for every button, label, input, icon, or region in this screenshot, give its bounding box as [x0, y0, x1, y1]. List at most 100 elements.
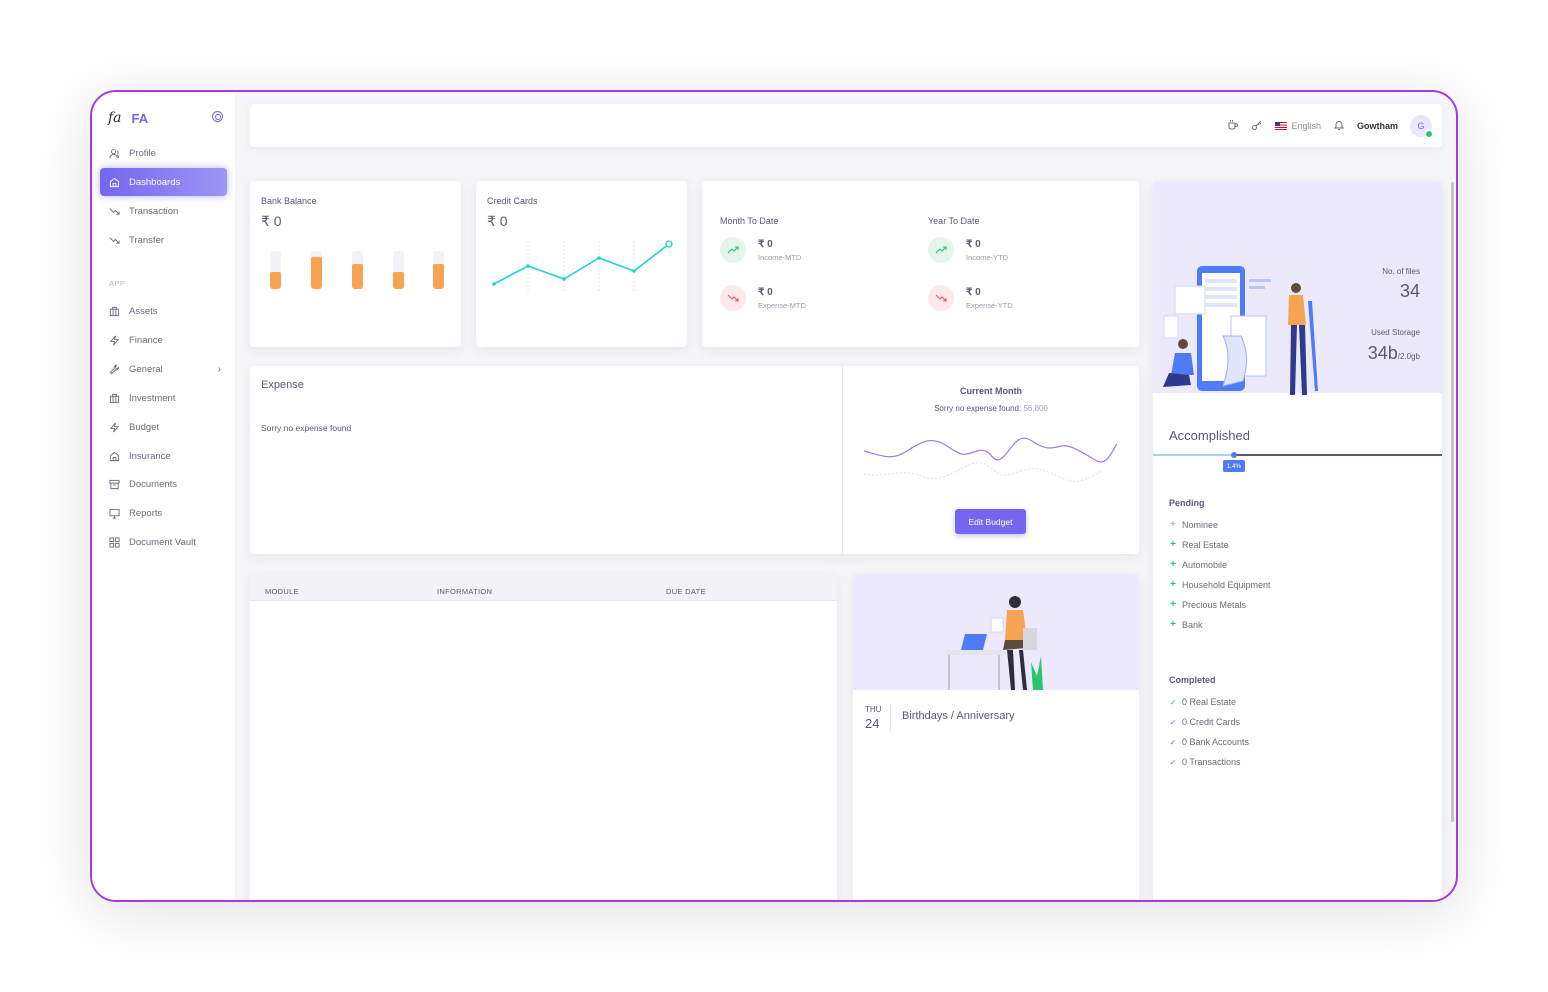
- trending-up-icon: [720, 237, 746, 263]
- pending-item-label: Household Equipment: [1182, 579, 1271, 590]
- sidebar-section-label: APP: [109, 279, 126, 288]
- sidebar-item-documents[interactable]: Documents: [100, 470, 227, 498]
- pending-item[interactable]: + Household Equipment: [1169, 579, 1271, 590]
- bank-balance-value: ₹ 0: [261, 213, 282, 229]
- pending-item[interactable]: + Automobile: [1169, 559, 1227, 570]
- balance-bar: [433, 251, 444, 289]
- current-month-caption: Sorry no expense found: 56,800: [843, 404, 1139, 413]
- sidebar-item-label: Documents: [129, 478, 178, 490]
- sidebar: fa FA Profile Dashboards Transaction Tra…: [92, 92, 235, 900]
- sidebar-item-label: Investment: [129, 392, 176, 404]
- trending-down-icon: [109, 206, 120, 217]
- us-flag-icon: [1275, 121, 1288, 130]
- birthday-day: THU: [865, 705, 882, 714]
- income-ytd: ₹ 0 Income-YTD: [928, 237, 1008, 263]
- brand[interactable]: fa FA: [108, 110, 148, 126]
- pending-item[interactable]: + Precious Metals: [1169, 599, 1246, 610]
- sidebar-item-insurance[interactable]: Insurance: [100, 442, 227, 470]
- building-icon: [109, 306, 120, 317]
- ytd-title: Year To Date: [928, 216, 980, 226]
- income-ytd-value: ₹ 0: [966, 238, 981, 250]
- sidebar-item-label: Document Vault: [129, 536, 196, 548]
- pending-item-label: Automobile: [1182, 559, 1228, 570]
- files-count-label: No. of files: [1382, 267, 1420, 276]
- credit-cards-sparkline: [492, 240, 673, 291]
- expense-ytd: ₹ 0 Expense-YTD: [928, 285, 1013, 311]
- building-icon: [109, 393, 120, 404]
- balance-bar: [352, 251, 363, 289]
- sidebar-item-general[interactable]: General ›: [100, 355, 227, 383]
- expense-mtd-label: Expense-MTD: [758, 300, 806, 310]
- progress-track: 1.4%: [1153, 451, 1442, 472]
- coffee-icon[interactable]: [1227, 119, 1239, 133]
- income-mtd-value: ₹ 0: [758, 238, 773, 250]
- page-scrollbar[interactable]: [1451, 182, 1454, 822]
- sidebar-item-label: Finance: [129, 334, 163, 346]
- language-selector[interactable]: English: [1275, 121, 1321, 131]
- balance-bar-fill: [352, 264, 363, 289]
- balance-bar-fill: [433, 264, 444, 289]
- storage-value: 34b/2.0gb: [1368, 343, 1420, 364]
- expense-mtd-value: ₹ 0: [758, 286, 773, 298]
- trending-down-icon: [928, 285, 954, 311]
- sidebar-item-transfer[interactable]: Transfer: [100, 226, 227, 254]
- sidebar-item-transaction[interactable]: Transaction: [100, 197, 227, 225]
- sidebar-item-document-vault[interactable]: Document Vault: [100, 528, 227, 556]
- sidebar-item-profile[interactable]: Profile: [100, 139, 227, 167]
- check-icon: ✓: [1169, 697, 1177, 707]
- balance-bar-fill: [311, 256, 322, 289]
- sidebar-item-reports[interactable]: Reports: [100, 499, 227, 527]
- pending-item-label: Bank: [1182, 619, 1203, 630]
- due-table-card: MODULE INFORMATION DUE DATE: [250, 574, 837, 900]
- topbar: English Gowtham G: [250, 104, 1442, 147]
- brand-logo: fa: [108, 110, 122, 126]
- sidebar-item-label: Transfer: [129, 234, 165, 246]
- key-icon[interactable]: [1251, 119, 1263, 133]
- sidebar-item-investment[interactable]: Investment: [100, 384, 227, 412]
- pending-item[interactable]: + Real Estate: [1169, 539, 1228, 550]
- card-title: Credit Cards: [487, 196, 538, 206]
- brand-name: FA: [131, 110, 149, 126]
- completed-item: ✓ 0 Transactions: [1169, 757, 1241, 767]
- divider: [890, 704, 891, 732]
- avatar[interactable]: G: [1410, 114, 1433, 138]
- storage-label: Used Storage: [1371, 328, 1420, 337]
- mtd-ytd-card: Month To Date ₹ 0 Income-MTD ₹ 0 Expense-M…: [702, 181, 1139, 347]
- expense-ytd-label: Expense-YTD: [966, 300, 1013, 310]
- column-header-information[interactable]: INFORMATION: [437, 587, 493, 596]
- sidebar-item-assets[interactable]: Assets: [100, 297, 227, 325]
- sidebar-item-label: Assets: [129, 305, 158, 317]
- wrench-icon: [109, 364, 120, 375]
- sidebar-item-dashboards[interactable]: Dashboards: [100, 168, 227, 196]
- files-illustration: [1163, 266, 1318, 395]
- collapse-sidebar-icon[interactable]: [212, 111, 223, 122]
- income-mtd-label: Income-MTD: [758, 252, 802, 262]
- column-header-due-date[interactable]: DUE DATE: [666, 587, 706, 596]
- pending-item[interactable]: + Bank: [1169, 619, 1203, 630]
- pending-item[interactable]: + Nominee: [1169, 519, 1218, 530]
- sidebar-item-label: Dashboards: [129, 176, 181, 188]
- column-header-module[interactable]: MODULE: [265, 587, 299, 596]
- sidebar-item-label: Budget: [129, 421, 160, 433]
- bell-icon[interactable]: [1333, 119, 1345, 133]
- desk-illustration: [945, 596, 1043, 690]
- current-month-wave: [863, 437, 1118, 482]
- home-icon: [109, 451, 120, 462]
- sidebar-item-budget[interactable]: Budget: [100, 413, 227, 441]
- balance-bar-fill: [270, 271, 281, 289]
- balance-bar: [393, 251, 404, 289]
- username[interactable]: Gowtham: [1356, 120, 1398, 131]
- files-illustration-banner: No. of files 34 Used Storage 34b/2.0gb: [1153, 181, 1442, 395]
- grid-icon: [109, 536, 120, 548]
- sidebar-item-label: Profile: [129, 147, 156, 159]
- check-icon: ✓: [1169, 737, 1177, 747]
- sidebar-item-finance[interactable]: Finance: [100, 326, 227, 354]
- expense-empty-message: Sorry no expense found: [261, 423, 352, 433]
- plus-icon: +: [1170, 539, 1176, 550]
- completed-title: Completed: [1169, 675, 1216, 685]
- plus-icon: +: [1170, 519, 1176, 530]
- edit-budget-button[interactable]: Edit Budget: [955, 509, 1026, 534]
- credit-cards-value: ₹ 0: [487, 213, 508, 229]
- income-ytd-label: Income-YTD: [966, 252, 1009, 262]
- card-title: Bank Balance: [261, 196, 317, 206]
